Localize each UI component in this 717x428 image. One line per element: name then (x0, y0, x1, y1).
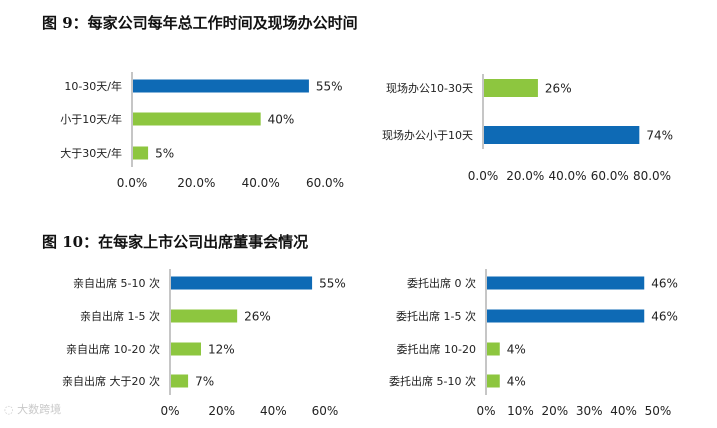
category-label: 委托出席 1-5 次 (396, 309, 476, 323)
x-tick-label: 20% (541, 404, 568, 418)
x-tick-label: 60.0% (591, 169, 629, 183)
x-tick-label: 30% (576, 404, 603, 418)
figure-9-text: ：每家公司每年总工作时间及现场办公时间 (72, 14, 358, 32)
x-tick-label: 0.0% (117, 176, 148, 190)
data-label: 55% (319, 277, 346, 291)
data-label: 46% (651, 277, 678, 291)
category-label: 亲自出席 大于20 次 (62, 374, 160, 388)
watermark: ◌ 大数跨境 (4, 403, 62, 416)
bar (487, 342, 500, 356)
data-label: 26% (545, 82, 572, 96)
category-label: 委托出席 0 次 (407, 276, 476, 290)
x-tick-label: 40% (610, 404, 637, 418)
category-label: 亲自出席 5-10 次 (73, 276, 160, 290)
category-label: 亲自出席 10-20 次 (66, 342, 160, 356)
category-label: 委托出席 5-10 次 (389, 374, 476, 388)
bar (171, 276, 313, 290)
bar (487, 374, 500, 388)
bar (133, 146, 149, 160)
data-label: 12% (208, 343, 235, 357)
data-label: 5% (155, 147, 174, 161)
bar (487, 276, 645, 290)
figure-9-title: 图 9：每家公司每年总工作时间及现场办公时间 (42, 12, 358, 33)
figure-10-label: 图 (42, 233, 63, 251)
figure-10-title: 图 10：在每家上市公司出席董事会情况 (42, 231, 308, 252)
x-tick-label: 20% (208, 404, 235, 418)
data-label: 74% (646, 129, 673, 143)
category-label: 现场办公小于10天 (382, 128, 473, 142)
bar (133, 112, 261, 126)
bar (484, 79, 538, 97)
figure-9-number: 9 (62, 14, 73, 32)
bar (487, 309, 645, 323)
category-label: 小于10天/年 (60, 112, 122, 126)
x-tick-label: 20.0% (506, 169, 544, 183)
figure-9-label: 图 (42, 14, 63, 32)
data-label: 26% (244, 310, 271, 324)
category-label: 现场办公10-30天 (386, 81, 473, 95)
x-tick-label: 20.0% (177, 176, 215, 190)
x-tick-label: 0.0% (468, 169, 499, 183)
data-label: 4% (507, 375, 526, 389)
data-label: 46% (651, 310, 678, 324)
bar (171, 342, 201, 356)
bar (484, 126, 640, 144)
data-label: 4% (507, 343, 526, 357)
x-tick-label: 40.0% (242, 176, 280, 190)
bar (171, 374, 189, 388)
x-tick-label: 40.0% (548, 169, 586, 183)
category-label: 委托出席 10-20 (397, 342, 476, 356)
x-tick-label: 0% (476, 404, 495, 418)
x-tick-label: 80.0% (633, 169, 671, 183)
bar (133, 79, 309, 93)
data-label: 55% (316, 80, 343, 94)
x-tick-label: 60% (312, 404, 339, 418)
figure-10-number: 10 (62, 233, 84, 251)
data-label: 40% (268, 113, 295, 127)
x-tick-label: 10% (507, 404, 534, 418)
bar (171, 309, 238, 323)
x-tick-label: 50% (645, 404, 672, 418)
category-label: 亲自出席 1-5 次 (80, 309, 160, 323)
x-tick-label: 60.0% (306, 176, 344, 190)
x-tick-label: 0% (160, 404, 179, 418)
category-label: 10-30天/年 (64, 79, 122, 93)
category-label: 大于30天/年 (60, 146, 122, 160)
watermark-text: 大数跨境 (17, 403, 62, 416)
data-label: 7% (195, 375, 214, 389)
x-tick-label: 40% (260, 404, 287, 418)
figure-10-text: ：在每家上市公司出席董事会情况 (83, 233, 309, 251)
